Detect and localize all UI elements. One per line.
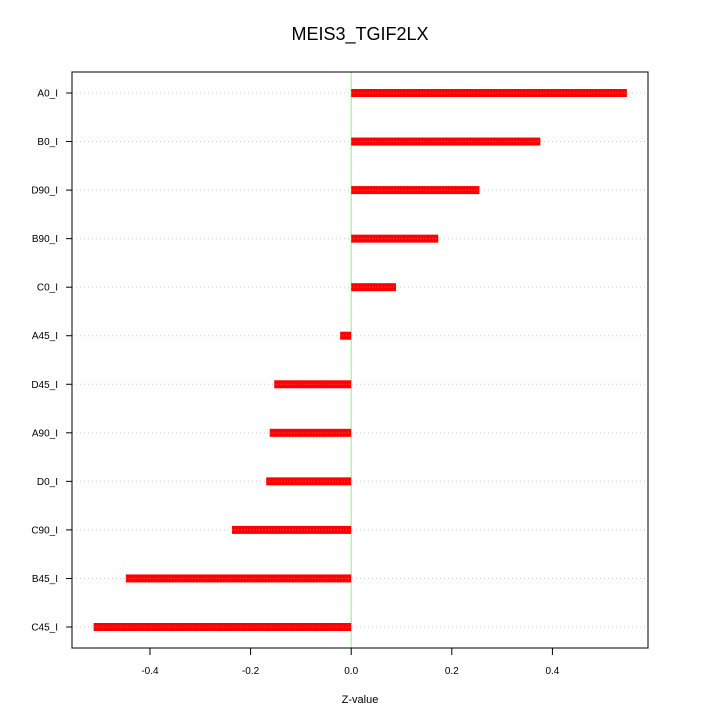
y-tick-label: D45_I (31, 380, 58, 391)
y-tick-label: B45_I (32, 574, 58, 585)
bar (231, 525, 352, 534)
chart-title: MEIS3_TGIF2LX (291, 24, 428, 45)
bar (269, 428, 352, 437)
bar (351, 89, 627, 97)
bar (340, 331, 352, 340)
x-axis-label: Z-value (342, 694, 379, 706)
grid-lines (72, 92, 648, 628)
y-tick-label: C45_I (31, 623, 58, 634)
y-tick-label: D90_I (31, 186, 58, 197)
y-tick-label: A45_I (32, 331, 58, 342)
x-tick-label: 0.4 (545, 666, 559, 677)
bar (351, 186, 480, 195)
y-tick-label: C90_I (31, 525, 58, 536)
x-tick-label: 0.0 (344, 666, 358, 677)
y-tick-label: B0_I (37, 137, 58, 148)
y-tick-label: C0_I (37, 283, 58, 294)
bars (93, 89, 627, 631)
x-tick-label: 0.2 (445, 666, 459, 677)
bar (274, 380, 352, 389)
y-tick-label: A90_I (32, 428, 58, 439)
bar (351, 137, 541, 146)
x-tick-label: -0.2 (242, 666, 260, 677)
bar (351, 234, 439, 243)
y-tick-label: B90_I (32, 234, 58, 245)
x-tick-label: -0.4 (141, 666, 159, 677)
y-tick-label: A0_I (37, 89, 58, 100)
y-tick-label: D0_I (37, 477, 58, 488)
bar (93, 623, 352, 631)
bar (351, 283, 396, 292)
bar (125, 574, 352, 583)
axes: A0_I B0_I D90_I B90_I C0_I A45_I D45_I A90_I D0_… (31, 89, 559, 678)
plot-frame (71, 71, 649, 649)
